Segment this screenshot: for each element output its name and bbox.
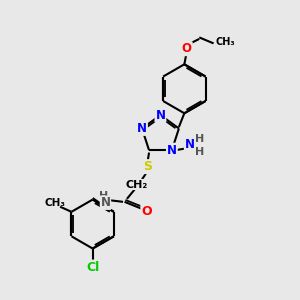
Text: N: N (155, 109, 166, 122)
Text: CH₃: CH₃ (44, 198, 65, 208)
Text: N: N (167, 144, 177, 157)
Text: CH₂: CH₂ (125, 179, 148, 190)
Text: N: N (185, 138, 195, 151)
Text: H: H (99, 191, 108, 201)
Text: H: H (195, 147, 205, 157)
Text: S: S (143, 160, 152, 173)
Text: O: O (182, 42, 192, 55)
Text: Cl: Cl (86, 261, 99, 274)
Text: N: N (100, 196, 110, 209)
Text: N: N (137, 122, 147, 135)
Text: H: H (195, 134, 205, 144)
Text: CH₃: CH₃ (215, 38, 235, 47)
Text: O: O (141, 205, 152, 218)
